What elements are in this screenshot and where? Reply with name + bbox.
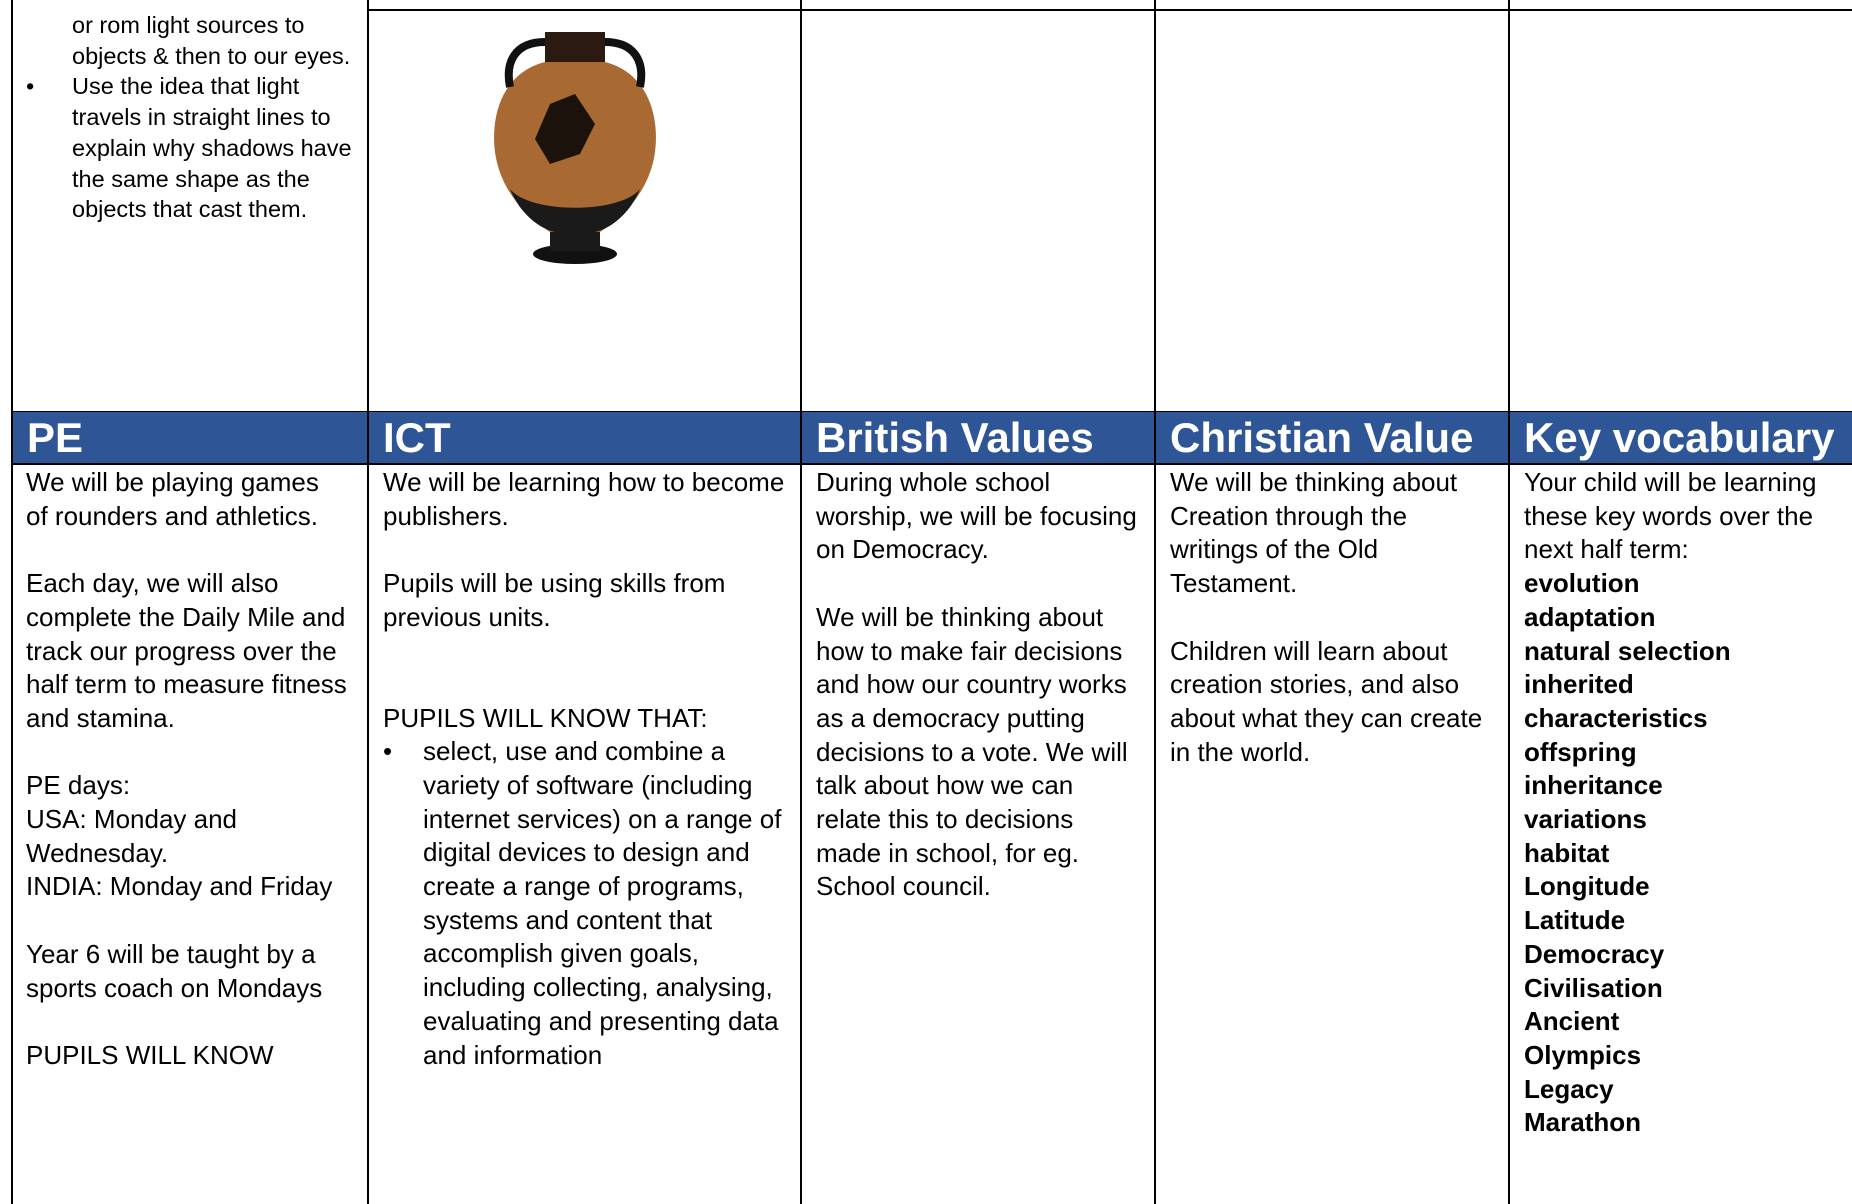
vocab-word: offspring xyxy=(1524,736,1637,767)
table-border xyxy=(1508,0,1510,1204)
text-line: Pupils will be using skills from previou… xyxy=(383,568,726,632)
text-line: USA: Monday and Wednesday. xyxy=(26,804,238,868)
pe-cell: We will be playing games of rounders and… xyxy=(12,466,357,1106)
vocab-word: Longitude xyxy=(1524,871,1650,902)
vocab-word: adaptation xyxy=(1524,601,1656,632)
vocab-word: Latitude xyxy=(1524,905,1626,936)
ict-cell: We will be learning how to become publis… xyxy=(369,466,800,1072)
vocab-word: inheritance xyxy=(1524,770,1663,801)
table-border xyxy=(1154,0,1156,1204)
text-line: Year 6 will be taught by a sports coach … xyxy=(26,938,323,1003)
text-line: We will be thinking about Creation throu… xyxy=(1170,467,1458,599)
table-border xyxy=(12,463,1852,465)
paragraph: PUPILS WILL KNOW xyxy=(26,1039,347,1073)
ict-know-heading: PUPILS WILL KNOW THAT: xyxy=(383,702,708,733)
vocab-word: Ancient xyxy=(1524,1006,1620,1037)
bullet-item: select, use and combine a variety of sof… xyxy=(383,735,790,1072)
science-bullet: Use the idea that light travels in strai… xyxy=(12,71,357,225)
paragraph: We will be learning how to become publis… xyxy=(383,466,790,533)
key-vocabulary-cell: Your child will be learning these key wo… xyxy=(1510,466,1852,1140)
paragraph: Children will learn about creation stori… xyxy=(1170,635,1498,770)
vocab-word: inherited xyxy=(1524,669,1634,700)
paragraph: PE days: USA: Monday and Wednesday. INDIA:… xyxy=(26,769,347,904)
paragraph: We will be playing games of rounders and… xyxy=(26,466,347,533)
text-line: Children will learn about creation stori… xyxy=(1170,635,1483,767)
vocab-words: evolution adaptation natural selection inhe… xyxy=(1524,567,1850,1140)
paragraph: During whole school worship, we will be … xyxy=(816,466,1144,567)
table-border xyxy=(367,0,369,1204)
ict-paragraphs: We will be learning how to become publis… xyxy=(383,466,790,635)
paragraph: Year 6 will be taught by a sports coach … xyxy=(26,938,347,1005)
text-line: PE days: xyxy=(26,770,131,801)
ict-bullets: select, use and combine a variety of sof… xyxy=(383,735,790,1072)
vocab-word: natural selection xyxy=(1524,635,1731,666)
vocab-word: Olympics xyxy=(1524,1039,1642,1070)
vase-image xyxy=(494,32,656,264)
vocab-word: Civilisation xyxy=(1524,972,1663,1003)
vocab-word: Legacy xyxy=(1524,1073,1614,1104)
vocab-intro: Your child will be learning these key wo… xyxy=(1524,467,1817,565)
table-border xyxy=(800,0,802,1204)
science-cell: or rom light sources to objects & then t… xyxy=(12,10,367,225)
paragraph: We will be thinking about how to make fa… xyxy=(816,601,1144,904)
vocab-word: characteristics xyxy=(1524,702,1708,733)
table-border xyxy=(367,9,1852,11)
header-ict: ICT xyxy=(369,412,800,463)
paragraph: Each day, we will also complete the Dail… xyxy=(26,567,347,736)
british-values-cell: During whole school worship, we will be … xyxy=(802,466,1154,938)
science-continuation: or rom light sources to objects & then t… xyxy=(72,12,351,69)
header-key-vocabulary: Key vocabulary xyxy=(1510,412,1852,463)
text-line: PUPILS WILL KNOW xyxy=(26,1039,274,1070)
header-christian-value: Christian Value xyxy=(1156,412,1508,463)
christian-value-cell: We will be thinking about Creation throu… xyxy=(1156,466,1508,803)
science-bullets: Use the idea that light travels in strai… xyxy=(12,71,357,225)
vocab-word: Marathon xyxy=(1524,1107,1641,1138)
paragraph: Pupils will be using skills from previou… xyxy=(383,567,790,634)
header-pe: PE xyxy=(13,412,367,463)
text-line: We will be thinking about how to make fa… xyxy=(816,601,1128,902)
text-line: Each day, we will also complete the Dail… xyxy=(26,568,347,733)
table-border xyxy=(11,0,13,1204)
text-line: INDIA: Monday and Friday xyxy=(26,871,333,902)
vocab-word: Democracy xyxy=(1524,938,1665,969)
vocab-word: habitat xyxy=(1524,837,1610,868)
text-line: During whole school worship, we will be … xyxy=(816,467,1137,565)
paragraph: We will be thinking about Creation throu… xyxy=(1170,466,1498,601)
vocab-word: variations xyxy=(1524,804,1647,835)
text-line: We will be playing games of rounders and… xyxy=(26,467,319,531)
text-line: We will be learning how to become publis… xyxy=(383,467,785,531)
header-british-values: British Values xyxy=(802,412,1154,463)
vocab-word: evolution xyxy=(1524,568,1640,599)
